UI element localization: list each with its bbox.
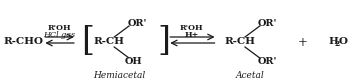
Text: OR': OR' <box>127 19 147 28</box>
Text: Hemiacetal: Hemiacetal <box>93 71 145 80</box>
Text: OH: OH <box>125 57 143 66</box>
Text: R'OH: R'OH <box>47 24 71 32</box>
Text: Acetal: Acetal <box>236 71 264 80</box>
Text: O: O <box>338 37 347 47</box>
Text: R'OH: R'OH <box>180 24 204 32</box>
Text: 2: 2 <box>334 40 340 48</box>
Text: OR': OR' <box>258 57 277 66</box>
Text: H: H <box>329 37 338 47</box>
Text: +: + <box>298 36 308 48</box>
Text: R-CHO: R-CHO <box>4 37 44 47</box>
Text: OR': OR' <box>258 19 277 28</box>
Text: H+: H+ <box>185 31 199 39</box>
Text: HCl gas: HCl gas <box>43 31 75 39</box>
Text: R-CH: R-CH <box>94 37 125 47</box>
Text: ]: ] <box>158 25 171 57</box>
Text: [: [ <box>81 25 94 57</box>
Text: R-CH: R-CH <box>225 37 256 47</box>
